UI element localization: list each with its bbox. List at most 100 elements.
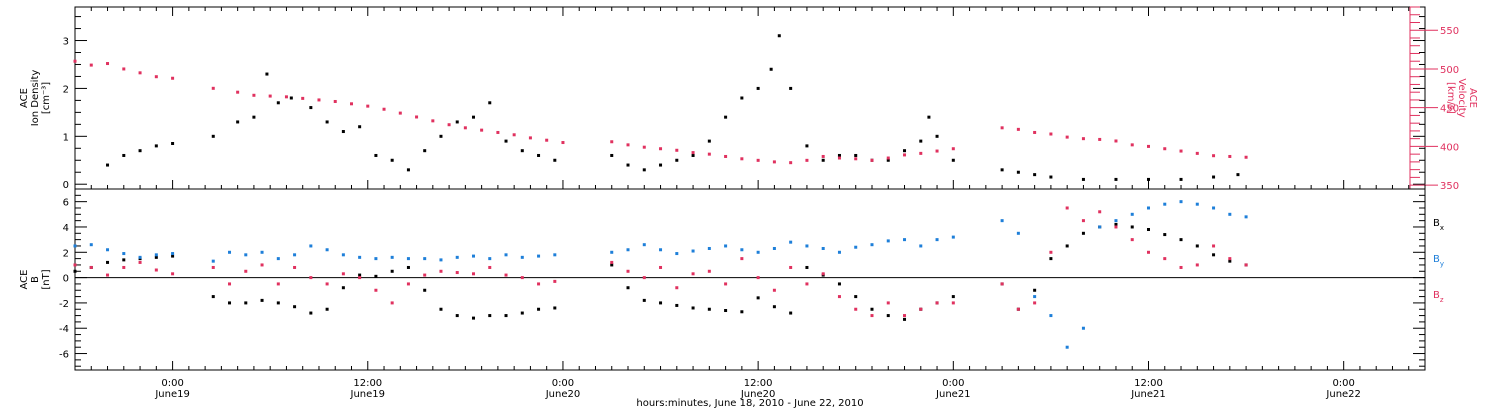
data-point [626, 163, 630, 167]
data-point [537, 307, 541, 311]
data-point [455, 120, 459, 124]
data-point [406, 257, 410, 261]
data-point [276, 257, 280, 261]
data-point [138, 260, 142, 264]
data-point [707, 139, 711, 143]
data-point [886, 156, 890, 160]
series-velocity [73, 59, 1248, 165]
data-point [122, 265, 126, 269]
data-point [106, 248, 110, 252]
data-point [756, 250, 760, 254]
data-point [512, 133, 516, 137]
x-tick-label-day: June20 [740, 389, 776, 400]
data-point [626, 286, 630, 290]
data-point [553, 253, 557, 257]
data-point [1081, 219, 1085, 223]
data-point [903, 238, 907, 242]
data-point [935, 134, 939, 138]
data-point [610, 153, 614, 157]
data-point [423, 149, 427, 153]
data-point [1163, 147, 1167, 151]
data-point [471, 316, 475, 320]
data-point [610, 140, 614, 144]
data-point [325, 307, 329, 311]
data-point [626, 248, 630, 252]
data-point [789, 265, 793, 269]
data-point [610, 250, 614, 254]
x-tick-label-day: June19 [154, 389, 190, 400]
data-point [740, 257, 744, 261]
data-point [106, 273, 110, 277]
data-point [154, 253, 158, 257]
y-tick-label-bottom: 6 [63, 198, 69, 209]
data-point [724, 154, 728, 158]
data-point [935, 301, 939, 305]
legend-Bx-main: B [1433, 218, 1440, 229]
ylabel-right-top-line: ACE [1467, 88, 1478, 108]
data-point [1146, 144, 1150, 148]
data-point [406, 168, 410, 172]
data-point [642, 145, 646, 149]
x-tick-label-day: June21 [1130, 389, 1166, 400]
data-point [553, 279, 557, 283]
data-point [341, 253, 345, 257]
data-point [919, 307, 923, 311]
data-point [1130, 212, 1134, 216]
data-point [211, 265, 215, 269]
data-point [260, 250, 264, 254]
data-point [805, 282, 809, 286]
data-point [659, 265, 663, 269]
data-point [504, 253, 508, 257]
data-point [211, 134, 215, 138]
data-point [228, 282, 232, 286]
data-point [1098, 225, 1102, 229]
data-point [488, 314, 492, 318]
data-point [675, 148, 679, 152]
data-point [236, 90, 240, 94]
data-point [903, 314, 907, 318]
data-point [455, 271, 459, 275]
data-point [317, 98, 321, 102]
data-point [122, 153, 126, 157]
data-point [1114, 139, 1118, 143]
data-point [1065, 206, 1069, 210]
data-point [154, 268, 158, 272]
data-point [1033, 130, 1037, 134]
data-point [951, 158, 955, 162]
ylabel-right-top: ACEVelocity[km/s] [1445, 78, 1478, 117]
data-point [1212, 154, 1216, 158]
data-point [260, 263, 264, 267]
data-point [341, 272, 345, 276]
data-point [366, 104, 370, 108]
data-point [821, 154, 825, 158]
data-point [309, 276, 313, 280]
data-point [1016, 307, 1020, 311]
data-point [837, 250, 841, 254]
data-point [406, 282, 410, 286]
data-point [886, 301, 890, 305]
x-tick-label-day: June22 [1325, 389, 1361, 400]
data-point [520, 255, 524, 259]
data-point [854, 157, 858, 161]
data-point [106, 163, 110, 167]
data-point [675, 252, 679, 256]
data-point [659, 147, 663, 151]
data-point [480, 128, 484, 132]
data-point [756, 276, 760, 280]
data-point [1033, 288, 1037, 292]
data-point [268, 94, 272, 98]
data-point [1163, 233, 1167, 237]
data-point [439, 134, 443, 138]
x-tick-label-time: 0:00 [1332, 378, 1354, 389]
data-point [919, 244, 923, 248]
data-point [244, 301, 248, 305]
data-point [1244, 215, 1248, 219]
data-point [740, 248, 744, 252]
data-point [805, 265, 809, 269]
data-point [236, 120, 240, 124]
data-point [325, 282, 329, 286]
data-point [1033, 295, 1037, 299]
ylabel-left-top: ACEIon Density[cm⁻³] [19, 70, 52, 127]
data-point [73, 263, 77, 267]
